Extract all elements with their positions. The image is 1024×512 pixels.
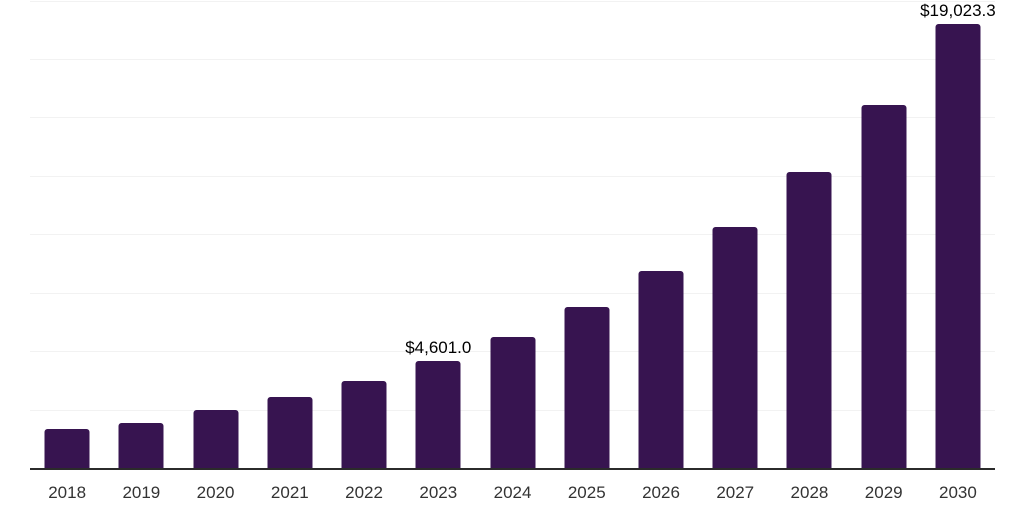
bar-slot xyxy=(30,0,104,469)
bar-2030 xyxy=(935,24,981,469)
bar-2028 xyxy=(786,172,832,469)
x-axis-tick-label: 2020 xyxy=(196,483,235,502)
bar-2021 xyxy=(267,397,313,469)
x-axis-tick-label: 2024 xyxy=(493,483,532,502)
x-axis-line xyxy=(30,468,995,470)
bar-2019 xyxy=(118,423,164,469)
bar-slot xyxy=(327,0,401,469)
x-axis-tick-label: 2021 xyxy=(270,483,309,502)
x-axis-tick-label: 2029 xyxy=(864,483,903,502)
x-axis-tick-label: 2030 xyxy=(939,483,977,502)
bar-slot xyxy=(847,0,921,469)
bar-slot: $4,601.0 xyxy=(401,0,475,469)
bar-2018 xyxy=(44,429,90,469)
bar-slot: $19,023.3 xyxy=(920,0,996,469)
bar-2026 xyxy=(638,271,684,469)
x-axis-tick-label: 2025 xyxy=(567,483,606,502)
bar-2025 xyxy=(564,307,610,469)
bar-value-label: $4,601.0 xyxy=(405,338,472,358)
x-axis-tick-label: 2028 xyxy=(790,483,829,502)
bar-slot xyxy=(475,0,549,469)
x-axis-tick-label: 2026 xyxy=(642,483,680,502)
bar-2024 xyxy=(490,337,536,469)
x-axis-tick-label: 2027 xyxy=(716,483,755,502)
plot-area: $4,601.0 $19,023.3 xyxy=(30,0,996,470)
bar-2023 xyxy=(415,361,461,469)
bar-slot xyxy=(698,0,772,469)
bar-slot xyxy=(624,0,698,469)
x-axis-tick-label: 2022 xyxy=(345,483,383,502)
bars-container: $4,601.0 $19,023.3 xyxy=(30,0,996,469)
bar-slot xyxy=(253,0,327,469)
x-axis-tick-label: 2018 xyxy=(48,483,87,502)
x-axis-tick-label: 2019 xyxy=(122,483,161,502)
bar-value-label: $19,023.3 xyxy=(920,1,996,21)
bar-2027 xyxy=(712,226,758,469)
x-axis-tick-label: 2023 xyxy=(419,483,458,502)
bar-2020 xyxy=(193,410,239,469)
bar-slot xyxy=(550,0,624,469)
bar-2029 xyxy=(861,105,907,469)
bar-slot xyxy=(772,0,846,469)
bar-slot xyxy=(104,0,178,469)
x-axis-labels: 2018 2019 2020 2021 2022 2023 2024 2025 2026 2027… xyxy=(30,481,995,505)
bar-slot xyxy=(178,0,252,469)
bar-2022 xyxy=(341,381,387,469)
